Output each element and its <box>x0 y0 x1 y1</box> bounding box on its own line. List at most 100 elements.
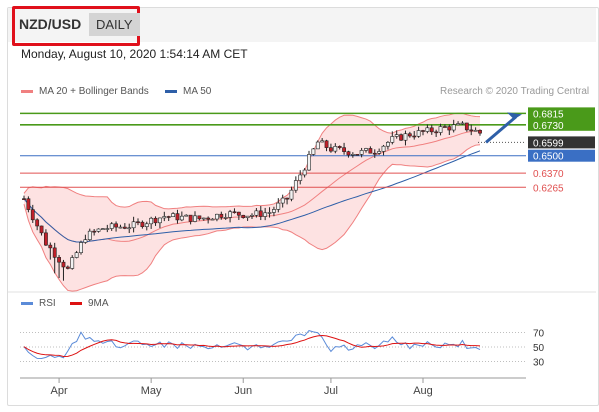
candle-body <box>258 210 263 217</box>
candle-body <box>35 219 40 227</box>
candle-body <box>39 225 44 234</box>
candle-body <box>179 215 184 221</box>
candle-body <box>158 217 162 224</box>
candle-body <box>206 217 211 220</box>
level-label-4: 0.6370 <box>533 169 564 180</box>
candle-body <box>359 150 364 155</box>
x-tick-label-4: Aug <box>413 385 433 397</box>
candle-body <box>478 129 482 134</box>
candle-body <box>364 148 368 151</box>
candle-body <box>48 244 53 249</box>
candle-body <box>425 127 430 132</box>
candle-body <box>109 223 114 229</box>
candle-body <box>184 214 189 217</box>
candle-body <box>245 215 250 219</box>
candle-body <box>149 217 154 225</box>
legend-bollinger-label: MA 20 + Bollinger Bands <box>39 86 149 97</box>
timestamp: Monday, August 10, 2020 1:54:14 AM CET <box>21 47 248 61</box>
candle-body <box>333 146 338 152</box>
candle-body <box>412 135 417 138</box>
rsi-9ma-line <box>23 334 481 358</box>
credit-text: Research © 2020 Trading Central <box>440 86 590 97</box>
candle-body <box>232 211 237 214</box>
legend-9ma-label: 9MA <box>88 298 109 309</box>
candle-body <box>241 214 246 219</box>
level-label-5: 0.6265 <box>533 183 564 194</box>
candle-body <box>399 134 403 141</box>
candle-body <box>118 226 123 229</box>
candle-body <box>22 198 26 200</box>
rsi-level-label-1: 50 <box>533 343 545 354</box>
rsi-level-label-0: 70 <box>533 329 545 340</box>
candle-body <box>460 122 465 125</box>
level-tag-0 <box>528 107 595 120</box>
candle-body <box>407 133 412 137</box>
rsi-level-label-2: 30 <box>533 358 545 369</box>
legend-rsi-label: RSI <box>39 298 56 309</box>
candle-body <box>421 130 425 132</box>
level-tag-1 <box>528 118 595 131</box>
candle-body <box>464 122 469 131</box>
candle-body <box>355 154 360 156</box>
candle-body <box>276 202 281 210</box>
legend-ma50-label: MA 50 <box>183 86 212 97</box>
candle-body <box>451 124 456 131</box>
candle-body <box>188 214 193 222</box>
candle-body <box>293 180 298 191</box>
candle-body <box>83 239 88 243</box>
forecast-arrow-shaft <box>485 115 517 144</box>
candle-body <box>219 213 224 218</box>
x-tick-label-2: Jun <box>234 385 252 397</box>
candle-body <box>57 257 61 263</box>
candle-body <box>74 252 79 258</box>
candle-body <box>324 140 329 148</box>
candle-body <box>236 211 241 216</box>
candle-body <box>101 228 105 230</box>
candle-body <box>438 126 443 133</box>
bollinger-band-fill <box>24 113 480 292</box>
candle-body <box>307 154 311 171</box>
candle-body <box>96 228 101 232</box>
candle-body <box>337 146 342 148</box>
candle-body <box>171 213 175 218</box>
level-label-3: 0.6500 <box>533 152 564 163</box>
candle-body <box>162 216 167 219</box>
level-label-1: 0.6730 <box>533 121 564 132</box>
candle-body <box>87 230 92 240</box>
candle-body <box>127 227 132 230</box>
timeframe-button[interactable]: DAILY <box>89 13 140 36</box>
forecast-arrow-head <box>507 112 522 120</box>
candle-body <box>215 213 219 220</box>
level-tag-2 <box>528 136 595 149</box>
candle-body <box>140 221 145 227</box>
candle-body <box>473 129 478 132</box>
candle-body <box>372 152 377 155</box>
candle-body <box>272 209 276 213</box>
candle-body <box>403 133 408 141</box>
candle-body <box>44 232 48 246</box>
candle-body <box>386 142 390 147</box>
candle-body <box>201 217 206 220</box>
level-label-0: 0.6815 <box>533 109 564 120</box>
candle-body <box>52 247 57 258</box>
ma50-line <box>23 150 481 243</box>
candle-body <box>390 136 395 143</box>
candle-body <box>381 145 386 152</box>
candle-body <box>223 217 228 219</box>
candle-body <box>429 127 434 133</box>
candle-body <box>70 257 75 269</box>
candle-body <box>285 197 289 200</box>
x-tick-label-3: Jul <box>324 385 338 397</box>
candle-body <box>263 212 268 217</box>
candle-body <box>197 215 202 220</box>
candle-body <box>136 221 140 224</box>
candle-body <box>131 221 136 229</box>
candle-body <box>342 147 346 152</box>
candle-body <box>79 242 83 253</box>
symbol-label: NZD/USD <box>19 16 82 32</box>
candle-body <box>114 223 118 228</box>
candle-body <box>416 130 421 137</box>
bollinger-upper-line <box>23 112 481 210</box>
candle-body <box>166 216 171 218</box>
